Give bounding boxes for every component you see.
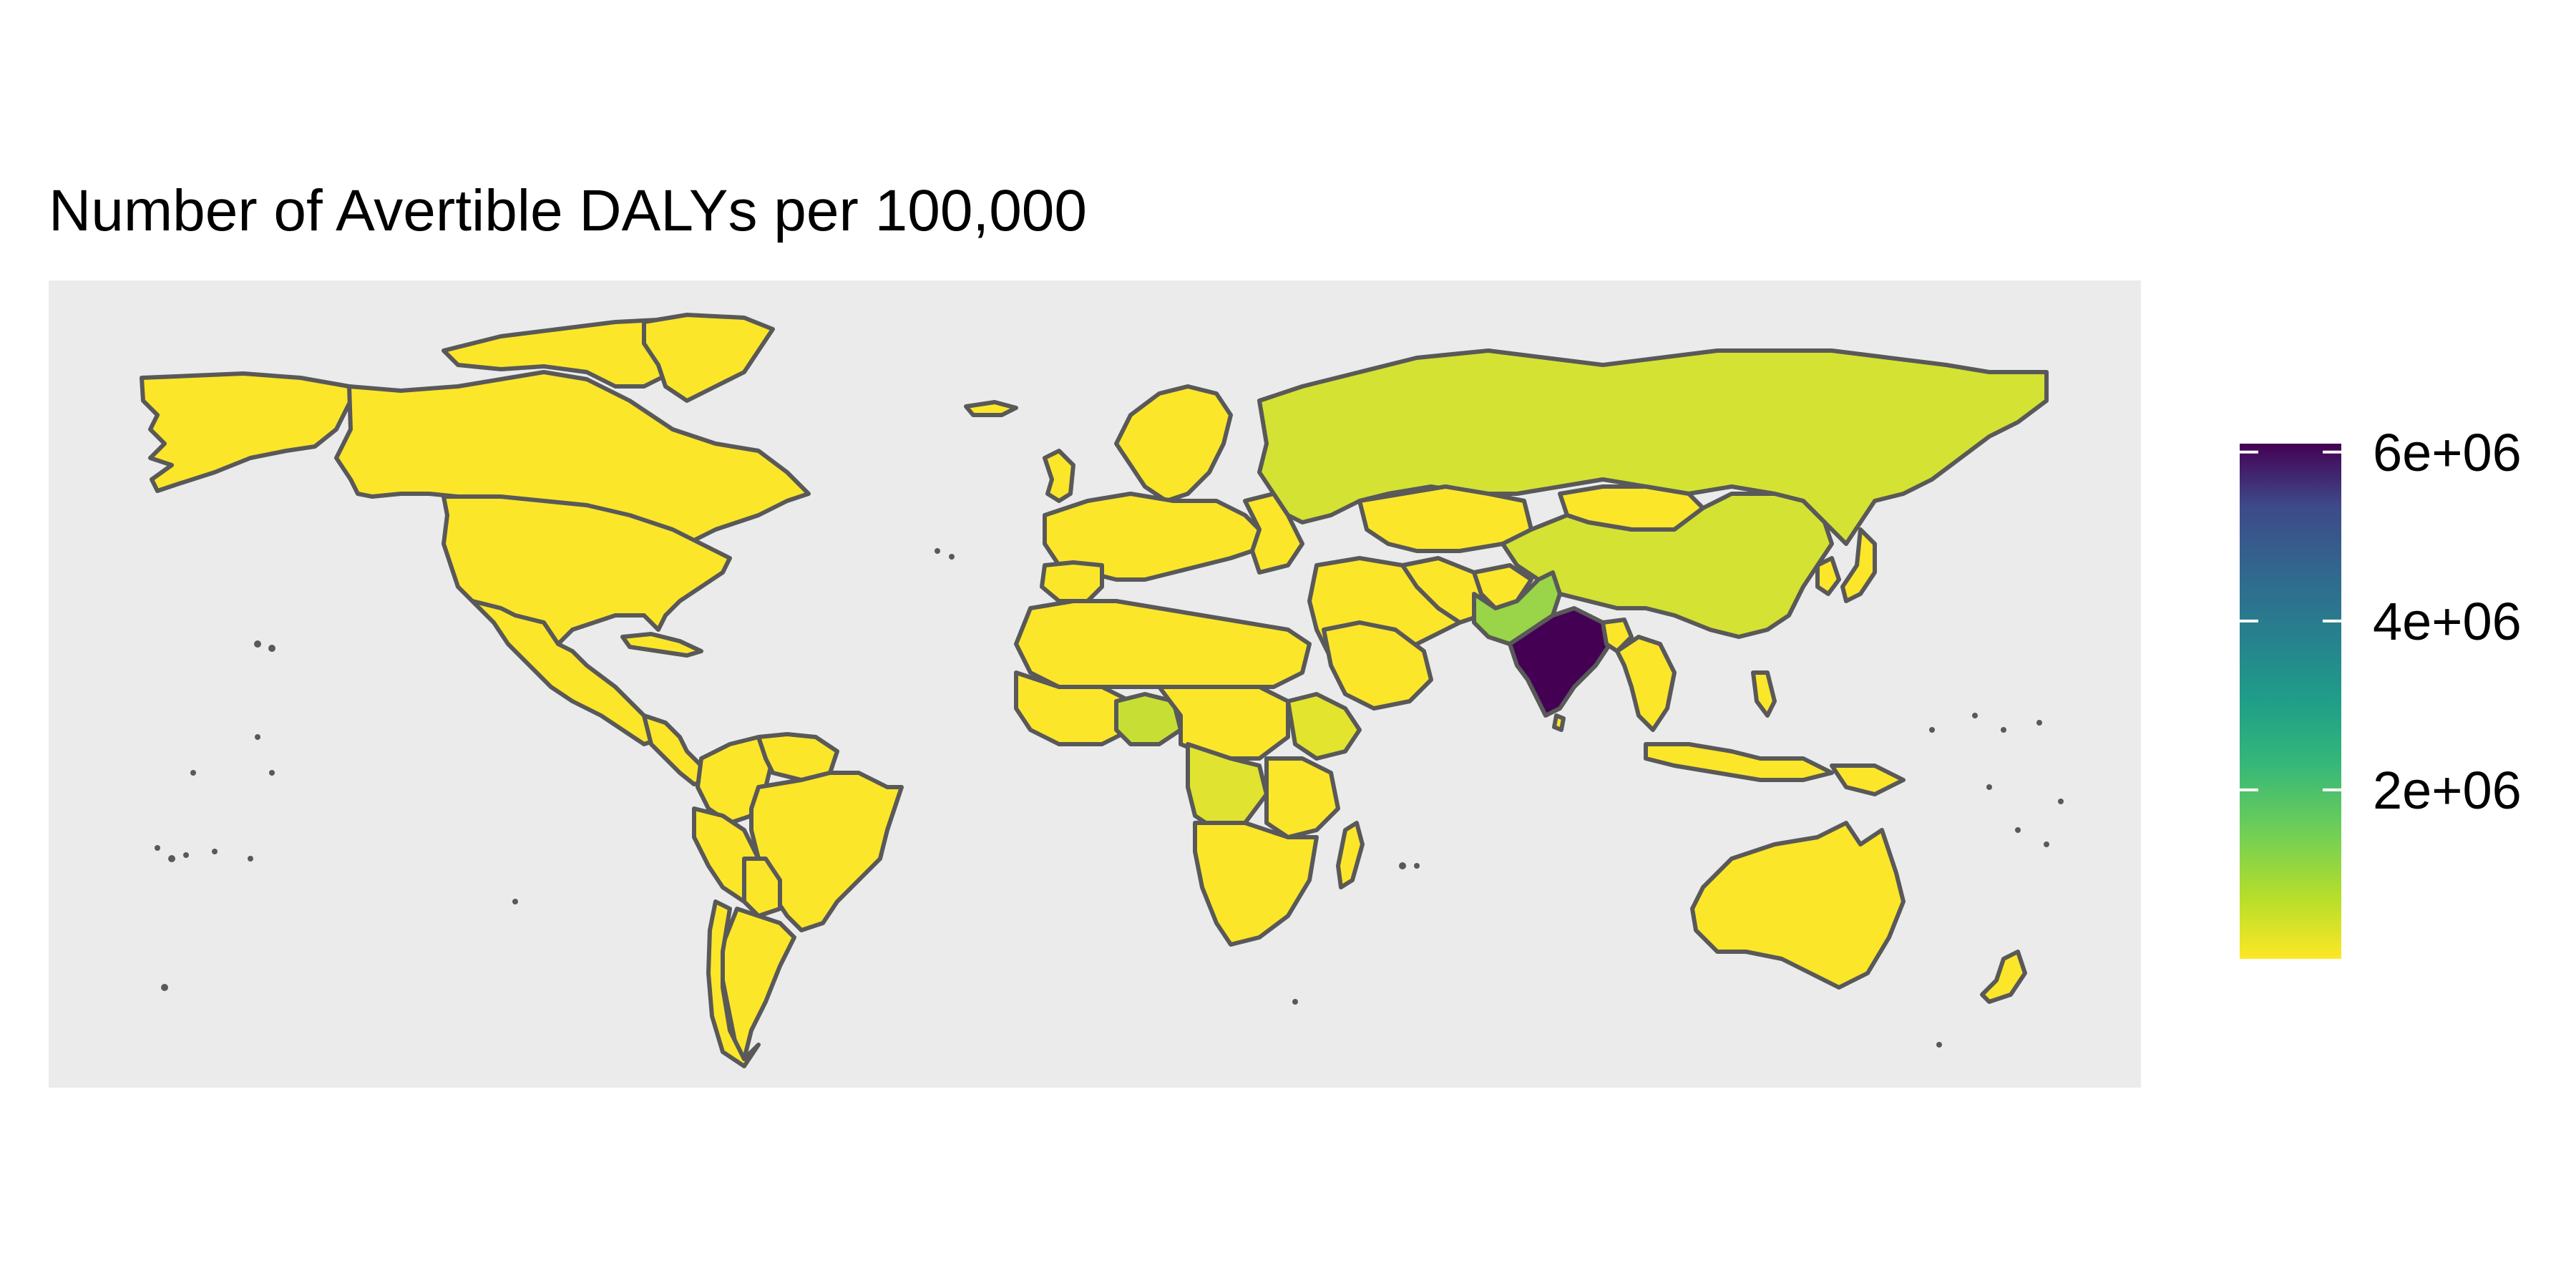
country-new-zealand	[1980, 950, 2027, 1004]
country-greenland	[642, 313, 775, 403]
legend-tick-label: 4e+06	[2373, 592, 2522, 651]
country-china	[1501, 492, 1834, 639]
small-islands	[155, 548, 2064, 1048]
country-saudi-arabia	[1322, 620, 1433, 711]
country-usa	[441, 494, 732, 646]
country-new-guinea	[1830, 763, 1906, 796]
legend-tick-label: 2e+06	[2373, 761, 2522, 820]
country-bolivia	[742, 857, 782, 918]
country-sri-lanka	[1552, 713, 1566, 732]
country-indonesia	[1644, 742, 1834, 782]
country-cuba	[620, 632, 703, 658]
country-ethiopia	[1286, 692, 1362, 761]
country-chile	[706, 899, 761, 1068]
country-scandinavia	[1114, 384, 1233, 503]
country-west-africa	[1014, 670, 1133, 746]
country-iberia	[1040, 560, 1104, 603]
country-india	[1508, 606, 1626, 718]
country-nigeria	[1114, 692, 1183, 746]
legend-colorbar	[2240, 444, 2341, 959]
country-east-africa	[1264, 756, 1340, 839]
country-central-africa	[1157, 685, 1290, 761]
chart-title: Number of Avertible DALYs per 100,000	[49, 178, 1088, 243]
country-japan	[1840, 527, 1877, 603]
country-southeast-asia	[1615, 635, 1677, 732]
country-madagascar	[1336, 821, 1365, 889]
legend-tick-label: 6e+06	[2373, 423, 2522, 482]
country-canada	[334, 370, 811, 560]
country-uk	[1043, 449, 1075, 503]
color-legend: 2e+06 4e+06 6e+06	[2240, 423, 2522, 959]
country-iceland	[964, 400, 1018, 417]
country-australia	[1690, 821, 1906, 990]
country-southern-africa	[1193, 821, 1319, 947]
country-korea	[1815, 556, 1841, 596]
country-pakistan	[1472, 570, 1562, 646]
country-philippines	[1751, 670, 1777, 718]
